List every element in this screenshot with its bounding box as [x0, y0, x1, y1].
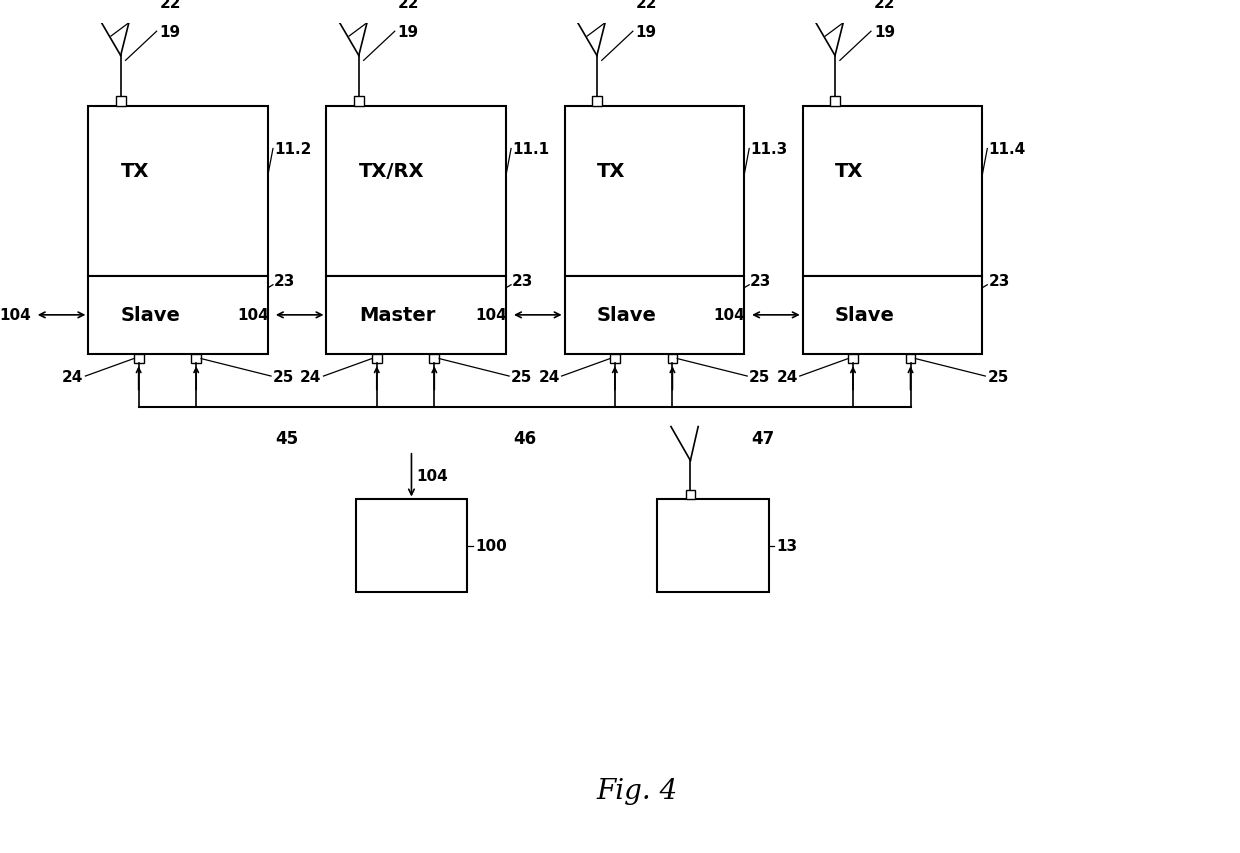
Bar	[326, 276, 506, 354]
Text: 24: 24	[538, 369, 559, 384]
Text: 104: 104	[417, 468, 448, 483]
Bar	[657, 500, 769, 592]
Text: 19: 19	[874, 25, 895, 40]
Text: Slave: Slave	[596, 306, 657, 325]
Bar	[353, 97, 363, 107]
Bar	[564, 276, 744, 354]
Text: 19: 19	[160, 25, 181, 40]
Text: 13: 13	[776, 538, 797, 554]
Bar	[905, 354, 915, 364]
Text: 47: 47	[751, 429, 774, 447]
Text: 25: 25	[749, 369, 770, 384]
Bar	[356, 500, 467, 592]
Text: TX: TX	[120, 162, 149, 181]
Text: 23: 23	[750, 274, 771, 289]
Bar	[115, 97, 125, 107]
Text: 11.4: 11.4	[988, 142, 1025, 157]
Text: 11.3: 11.3	[750, 142, 787, 157]
Text: 24: 24	[776, 369, 797, 384]
Text: 46: 46	[513, 429, 536, 447]
Text: 19: 19	[636, 25, 657, 40]
Text: 22: 22	[398, 0, 419, 10]
Text: 25: 25	[511, 369, 532, 384]
Text: 100: 100	[475, 538, 507, 554]
Text: TX: TX	[596, 162, 625, 181]
Text: 22: 22	[874, 0, 895, 10]
Text: 104: 104	[237, 308, 269, 323]
Bar	[830, 97, 839, 107]
Bar	[802, 276, 982, 354]
Bar	[802, 107, 982, 276]
Text: 104: 104	[713, 308, 745, 323]
Bar	[848, 354, 858, 364]
Text: 104: 104	[0, 308, 31, 323]
Bar	[667, 354, 677, 364]
Text: 22: 22	[636, 0, 657, 10]
Text: Slave: Slave	[835, 306, 895, 325]
Text: 22: 22	[160, 0, 181, 10]
Text: 104: 104	[475, 308, 507, 323]
Text: 23: 23	[988, 274, 1009, 289]
Text: 24: 24	[62, 369, 83, 384]
Bar	[564, 107, 744, 276]
Bar	[686, 490, 696, 500]
Text: 25: 25	[273, 369, 294, 384]
Bar	[191, 354, 201, 364]
Text: 19: 19	[398, 25, 419, 40]
Bar	[610, 354, 620, 364]
Text: 11.2: 11.2	[274, 142, 311, 157]
Bar	[134, 354, 144, 364]
Text: 45: 45	[275, 429, 298, 447]
Text: 23: 23	[274, 274, 295, 289]
Text: TX/RX: TX/RX	[358, 162, 424, 181]
Text: 25: 25	[987, 369, 1008, 384]
Text: 24: 24	[300, 369, 321, 384]
Bar	[88, 107, 268, 276]
Text: TX: TX	[835, 162, 863, 181]
Text: Master: Master	[358, 306, 435, 325]
Text: 23: 23	[512, 274, 533, 289]
Text: Slave: Slave	[120, 306, 181, 325]
Text: Fig. 4: Fig. 4	[596, 777, 678, 804]
Text: 11.1: 11.1	[512, 142, 549, 157]
Bar	[429, 354, 439, 364]
Bar	[88, 276, 268, 354]
Bar	[326, 107, 506, 276]
Bar	[372, 354, 382, 364]
Bar	[591, 97, 601, 107]
